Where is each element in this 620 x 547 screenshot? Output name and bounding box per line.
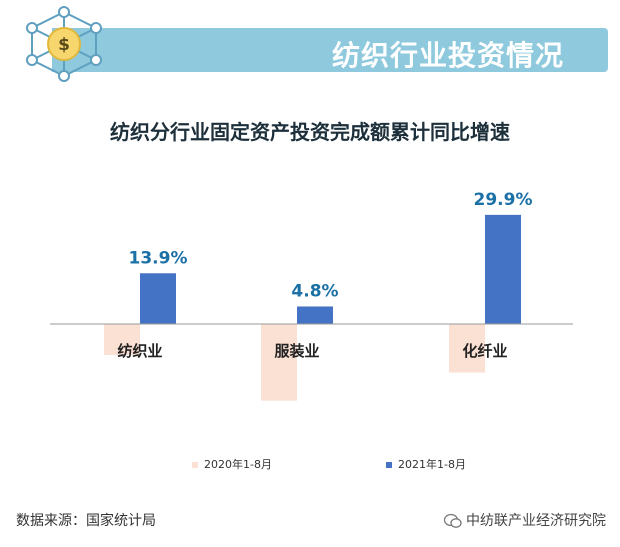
watermark-text: 中纺联产业经济研究院 xyxy=(466,513,606,529)
legend-label-2020: 2020年1-8月 xyxy=(204,458,272,471)
page-title: 纺织行业投资情况 xyxy=(331,39,564,72)
legend-swatch-2020 xyxy=(192,462,198,468)
bar-2021-1 xyxy=(140,273,176,324)
bar-2021-3 xyxy=(485,214,521,324)
svg-text:$: $ xyxy=(58,35,70,55)
bar-2021-2 xyxy=(297,306,333,324)
data-label-2021-3: 29.9% xyxy=(474,190,533,210)
watermark: 中纺联产业经济研究院 xyxy=(444,510,606,530)
legend-item-2020: 2020年1-8月 xyxy=(192,456,272,472)
data-source: 数据来源：国家统计局 xyxy=(16,513,156,529)
bar-2020-3 xyxy=(449,324,485,373)
category-label-3: 化纤业 xyxy=(462,342,507,360)
bar-2020-2 xyxy=(261,324,297,401)
category-label-2: 服装业 xyxy=(274,342,319,360)
chart-title: 纺织分行业固定资产投资完成额累计同比增速 xyxy=(110,120,510,144)
dollar-network-icon: $ xyxy=(26,6,102,82)
data-label-2021-1: 13.9% xyxy=(129,248,188,268)
header-bar xyxy=(52,28,608,72)
legend-label-2021: 2021年1-8月 xyxy=(398,458,466,471)
category-label-1: 纺织业 xyxy=(117,342,162,360)
legend-swatch-2021 xyxy=(386,462,392,468)
legend-item-2021: 2021年1-8月 xyxy=(386,456,466,472)
data-label-2021-2: 4.8% xyxy=(291,281,338,301)
bar-2020-1 xyxy=(104,324,140,356)
header-banner: 纺织行业投资情况 $ xyxy=(12,6,608,82)
wechat-icon xyxy=(444,513,462,528)
